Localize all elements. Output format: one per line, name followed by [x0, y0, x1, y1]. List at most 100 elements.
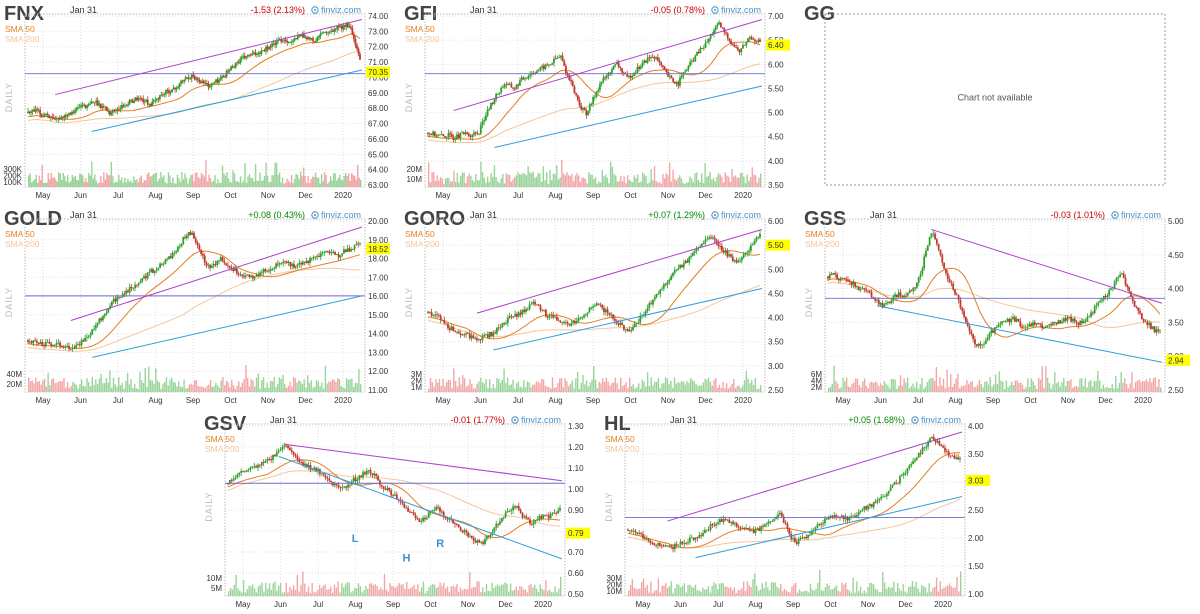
price-tick-label: 4.00: [768, 157, 784, 166]
candle-body: [930, 233, 933, 238]
volume-bar: [404, 588, 406, 596]
volume-bar: [263, 591, 265, 596]
brand-link[interactable]: finviz.com: [511, 415, 561, 425]
volume-bar: [533, 384, 536, 392]
candle-body: [741, 527, 744, 529]
candle-body: [102, 106, 105, 108]
candle-body: [713, 524, 716, 526]
volume-bar: [850, 592, 852, 596]
chart-panel-gold[interactable]: GOLD Jan 31 +0.08 (0.43%) finviz.com SMA 50 S…: [0, 205, 395, 410]
volume-bar: [341, 583, 343, 596]
candle-body: [448, 328, 451, 331]
candle-body: [530, 303, 533, 305]
candle-body: [626, 73, 629, 77]
candle-body: [309, 257, 311, 263]
candle-body: [469, 136, 472, 138]
volume-bar: [1160, 387, 1162, 392]
brand-label[interactable]: finviz.com: [921, 415, 961, 425]
candle-body: [706, 42, 709, 43]
volume-bar: [340, 179, 342, 187]
candle-body: [162, 263, 165, 265]
volume-bar: [89, 175, 91, 187]
volume-bar: [695, 172, 698, 187]
candle-body: [277, 450, 280, 453]
last-price-tag: [966, 474, 990, 486]
chart-panel-gfi[interactable]: GFI Jan 31 -0.05 (0.78%) finviz.com SMA 50 SM…: [400, 0, 795, 205]
brand-link[interactable]: finviz.com: [911, 415, 961, 425]
candle-body: [87, 104, 90, 106]
target-icon-dot: [1114, 214, 1116, 216]
volume-bar: [277, 174, 279, 187]
candle-body: [574, 321, 576, 324]
volume-bar: [480, 377, 482, 392]
volume-bar: [183, 379, 185, 392]
candle-body: [963, 311, 965, 317]
candle-body: [93, 102, 96, 104]
candle-body: [236, 62, 239, 64]
candle-body: [312, 38, 314, 42]
candle-body: [274, 43, 277, 45]
candle-body: [489, 534, 492, 537]
chart-panel-gsv[interactable]: GSV Jan 31 -0.01 (1.77%) finviz.com SMA 50 SM…: [200, 410, 595, 614]
candle-body: [459, 333, 462, 336]
chart-panel-hl[interactable]: HL Jan 31 +0.05 (1.68%) finviz.com SMA 50 SMA…: [600, 410, 995, 614]
brand-label[interactable]: finviz.com: [721, 5, 761, 15]
candle-body: [955, 457, 958, 459]
chart-panel-fnx[interactable]: FNX Jan 31 -1.53 (2.13%) finviz.com SMA 50 SM…: [0, 0, 395, 205]
month-tick-label: 2020: [534, 600, 552, 609]
volume-bar: [539, 383, 541, 392]
lower-trendline: [494, 85, 763, 148]
volume-bar: [248, 386, 251, 392]
volume-bar: [124, 177, 126, 187]
candle-body: [210, 266, 213, 269]
candle-body: [675, 543, 678, 545]
volume-bar: [436, 175, 438, 187]
volume-bar: [652, 180, 654, 187]
candle-body: [157, 267, 160, 270]
candle-body: [1013, 316, 1016, 322]
candle-body: [1097, 302, 1100, 306]
candle-body: [488, 332, 491, 338]
chart-panel-gss[interactable]: GSS Jan 31 -0.03 (1.01%) finviz.com SMA 50 SM…: [800, 205, 1195, 410]
volume-bar: [887, 385, 889, 392]
candle-body: [452, 326, 455, 332]
candle-body: [921, 447, 924, 454]
volume-bar: [700, 591, 702, 596]
price-tick-label: 68.00: [368, 104, 389, 113]
candle-body: [57, 342, 60, 344]
brand-label[interactable]: finviz.com: [1121, 210, 1161, 220]
candle-body: [723, 27, 726, 33]
candles: [227, 442, 561, 546]
volume-bar: [552, 592, 554, 596]
candle-body: [437, 315, 440, 316]
candle-body: [517, 505, 520, 510]
brand-link[interactable]: finviz.com: [1111, 210, 1161, 220]
candle-body: [311, 469, 314, 471]
volume-bar: [480, 161, 482, 187]
volume-bar: [524, 387, 527, 392]
candle-body: [757, 237, 760, 239]
brand-link[interactable]: finviz.com: [311, 5, 361, 15]
volume-bar: [562, 173, 565, 187]
volume-bar: [508, 174, 511, 187]
candle-body: [345, 486, 348, 488]
brand-label[interactable]: finviz.com: [521, 415, 561, 425]
brand-link[interactable]: finviz.com: [711, 210, 761, 220]
chart-panel-gg[interactable]: GG Chart not available: [800, 0, 1195, 205]
brand-label[interactable]: finviz.com: [321, 210, 361, 220]
volume-bar: [684, 384, 687, 392]
candle-body: [610, 314, 613, 316]
volume-bar: [550, 592, 553, 596]
candle-body: [604, 77, 606, 79]
brand-link[interactable]: finviz.com: [311, 210, 361, 220]
brand-label[interactable]: finviz.com: [721, 210, 761, 220]
brand-link[interactable]: finviz.com: [711, 5, 761, 15]
volume-bar: [447, 379, 450, 392]
month-tick-label: Jul: [113, 396, 123, 405]
volume-tick-label: 20M: [406, 165, 422, 174]
candle-body: [882, 496, 884, 498]
chart-panel-goro[interactable]: GORO Jan 31 +0.07 (1.29%) finviz.com SMA 50 S…: [400, 205, 795, 410]
brand-label[interactable]: finviz.com: [321, 5, 361, 15]
candle-body: [1008, 318, 1011, 323]
candle-body: [177, 246, 179, 252]
